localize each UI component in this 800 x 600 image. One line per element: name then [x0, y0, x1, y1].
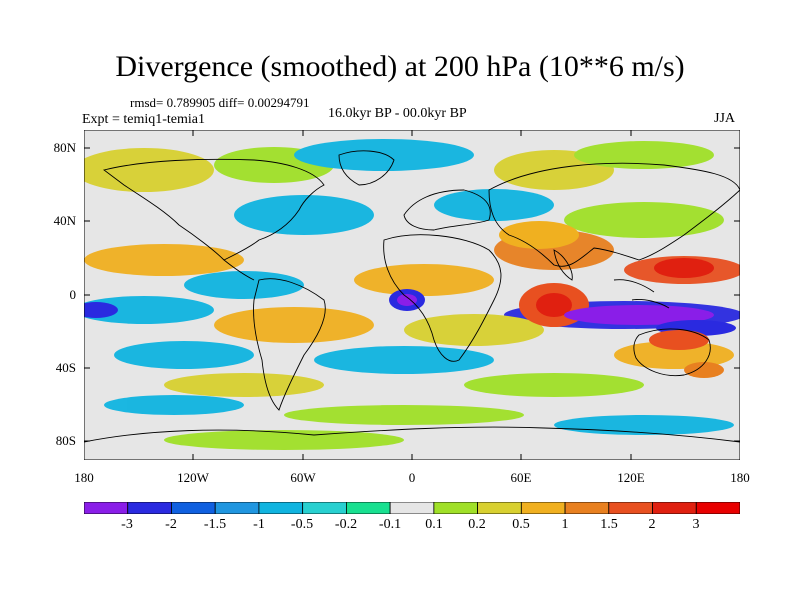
colorbar-label: 3 [692, 517, 700, 532]
colorbar-swatch [608, 502, 653, 514]
x-label-180-right: 180 [730, 470, 750, 485]
colorbar-swatch [214, 502, 260, 514]
colorbar-swatch [171, 502, 216, 514]
season-label: JJA [714, 111, 736, 126]
y-label-40n: 40N [53, 213, 76, 228]
colorbar-swatch [564, 502, 610, 514]
colorbar-swatch [695, 502, 740, 514]
colorbar [84, 502, 740, 514]
y-label-40s: 40S [55, 360, 76, 375]
colorbar-label: 0.1 [425, 517, 443, 532]
colorbar-label: -0.1 [378, 517, 402, 532]
colorbar-swatch [433, 502, 478, 514]
colorbar-label: -0.2 [334, 517, 358, 532]
colorbar-swatch [258, 502, 304, 514]
map-title: Divergence (smoothed) at 200 hPa (10**6 … [115, 50, 685, 83]
stats-text: rmsd= 0.789905 diff= 0.00294791 [130, 95, 310, 110]
colorbar-swatch [389, 502, 435, 514]
divergence-map [84, 130, 740, 460]
colorbar-swatch [477, 502, 522, 514]
colorbar-label: 2 [648, 517, 656, 532]
y-label-80n: 80N [53, 140, 76, 155]
x-label-180-left: 180 [74, 470, 94, 485]
x-label-120w: 120W [177, 470, 209, 485]
colorbar-swatch [302, 502, 347, 514]
colorbar-label: -1 [253, 517, 265, 532]
colorbar-swatch [652, 502, 697, 514]
colorbar-label: 0.2 [468, 517, 486, 532]
colorbar-label: -3 [121, 517, 133, 532]
divergence-field [84, 139, 740, 450]
x-label-60w: 60W [290, 470, 316, 485]
y-label-80s: 80S [55, 433, 76, 448]
colorbar-swatch [127, 502, 172, 514]
y-label-0: 0 [69, 287, 77, 302]
coastlines [84, 150, 740, 443]
period-label: 16.0kyr BP - 00.0kyr BP [328, 106, 467, 121]
x-label-60e: 60E [510, 470, 532, 485]
colorbar-swatch [345, 502, 391, 514]
colorbar-label: -0.5 [290, 517, 314, 532]
colorbar-label: 1 [561, 517, 569, 532]
colorbar-label: 1.5 [600, 517, 618, 532]
x-label-0: 0 [408, 470, 416, 485]
colorbar-label: -1.5 [203, 517, 227, 532]
colorbar-label: 0.5 [512, 517, 530, 532]
experiment-label: Expt = temiq1-temia1 [82, 112, 205, 127]
colorbar-swatch [520, 502, 566, 514]
axis-ticks [84, 130, 740, 460]
colorbar-swatch [84, 502, 129, 514]
x-label-120e: 120E [617, 470, 645, 485]
colorbar-label: -2 [165, 517, 177, 532]
